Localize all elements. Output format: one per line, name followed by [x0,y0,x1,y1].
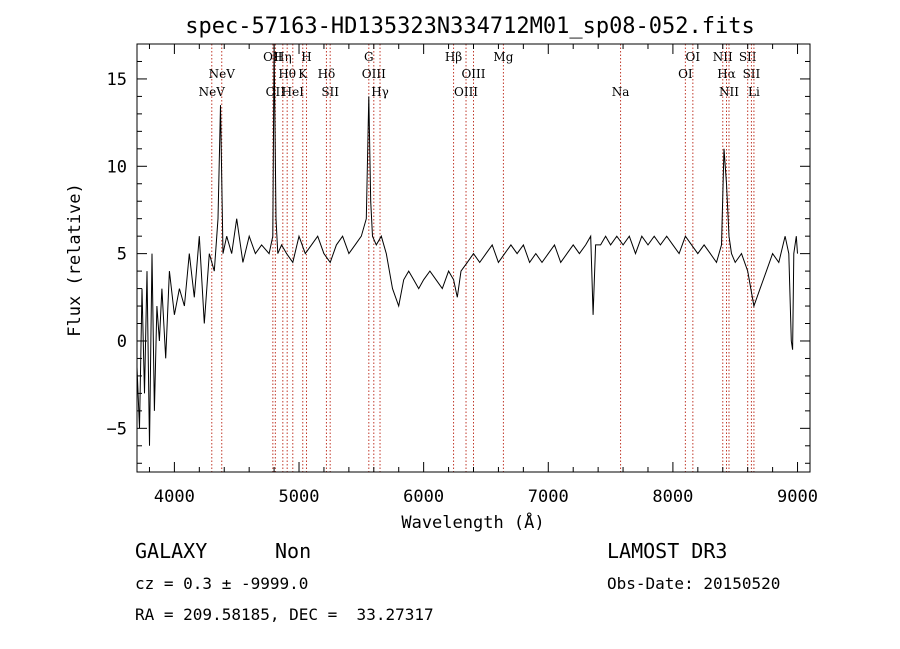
x-tick-label: 6000 [403,487,444,507]
line-marker-label: SII [739,50,757,64]
line-marker-label: Hη [274,50,292,64]
line-marker-label: SII [321,85,339,99]
series-line-flux [137,44,798,446]
line-marker-label: OI [686,50,701,64]
line-marker-label: Li [748,85,760,99]
line-marker-label: OII [263,50,283,64]
line-marker-label: G [364,50,374,64]
y-tick-label: 0 [117,332,127,352]
x-axis-label: Wavelength (Å) [401,511,544,533]
line-marker-label: NII [719,85,739,99]
line-marker-label: SII [743,67,761,81]
line-marker-label: OIII [454,85,478,99]
line-marker-label: NeV [199,85,226,99]
object-subclass: Non [275,539,311,563]
x-tick-label: 4000 [154,487,195,507]
line-marker-label: Hα [717,67,736,81]
line-marker-label: OIII [362,67,386,81]
obs-date: Obs-Date: 20150520 [607,574,780,593]
line-marker-label: HeI [282,85,305,99]
line-marker-label: Hβ [445,50,462,64]
line-marker-label: NII [713,50,733,64]
survey-name: LAMOST DR3 [607,539,727,563]
line-marker-label: NeV [209,67,236,81]
object-class: GALAXY [135,539,207,563]
y-axis-label: Flux (relative) [65,183,85,337]
spectrum-series [137,44,798,446]
line-marker-label: Hγ [371,85,389,99]
line-marker-label: OIII [461,67,485,81]
line-marker-label: Na [612,85,630,99]
y-tick-label: −5 [107,419,127,439]
line-marker-label: OI [678,67,693,81]
y-tick-label: 10 [107,157,127,177]
emission-line-markers: NeVNeVOIIOIIHηHθHeIKHHδSIIGOIIIHγHβOIIIO… [199,44,761,472]
ra-dec: RA = 209.58185, DEC = 33.27317 [135,605,434,624]
y-tick-label: 5 [117,245,127,265]
line-marker-label: Hθ [278,67,296,81]
line-marker-label: K [298,67,308,81]
line-marker-label: Mg [493,50,513,64]
x-tick-label: 5000 [279,487,320,507]
x-tick-label: 9000 [777,487,818,507]
line-marker-label: H [301,50,311,64]
y-tick-label: 15 [107,70,127,90]
chart-title: spec-57163-HD135323N334712M01_sp08-052.f… [185,14,755,39]
redshift-cz: cz = 0.3 ± -9999.0 [135,574,308,593]
x-axis-ticks: 4000 5000 6000 7000 8000 9000 [148,44,818,507]
line-marker-label: Hδ [318,67,336,81]
line-marker-label: OII [266,85,286,99]
x-tick-label: 7000 [528,487,569,507]
x-tick-label: 8000 [652,487,693,507]
y-axis-ticks: −5 0 5 10 15 [107,43,810,464]
